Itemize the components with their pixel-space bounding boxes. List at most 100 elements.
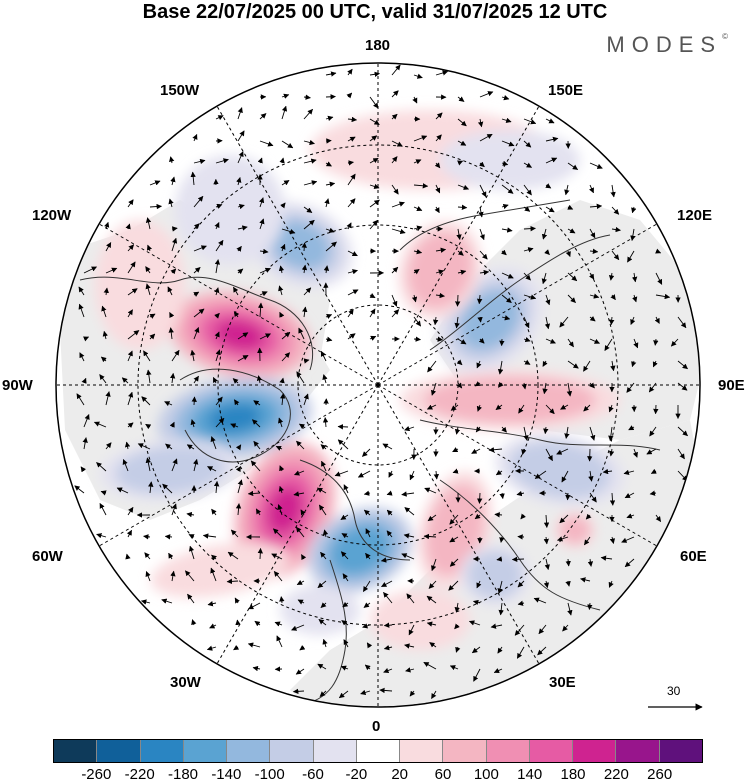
- wind-vector-arrow: [391, 64, 401, 76]
- wind-vector-arrow: [105, 242, 112, 252]
- wind-vector-arrow: [562, 624, 569, 632]
- legend-tick-label: 100: [473, 766, 499, 783]
- wind-vector-arrow: [281, 180, 290, 186]
- wind-vector-arrow: [632, 294, 638, 303]
- wind-vector-arrow: [362, 623, 371, 629]
- anomaly-contour: [267, 486, 303, 534]
- wind-vector-arrow: [104, 221, 110, 230]
- legend-tick-label: -140: [211, 766, 242, 783]
- wind-vector-arrow: [408, 624, 415, 636]
- wind-vector-arrow: [296, 579, 305, 586]
- wind-vector-arrow: [347, 269, 358, 275]
- wind-vector-arrow: [520, 513, 526, 520]
- wind-vector-arrow: [281, 331, 291, 340]
- wind-vector-arrow: [541, 228, 548, 240]
- wind-vector-arrow: [324, 198, 330, 208]
- wind-vectors: [74, 64, 688, 700]
- wind-vector-arrow: [215, 396, 223, 406]
- wind-vector-arrow: [514, 624, 525, 636]
- wind-vector-arrow: [457, 269, 467, 275]
- wind-vector-arrow: [340, 514, 349, 520]
- wind-vector-arrow: [369, 293, 376, 299]
- wind-vector-arrow: [383, 645, 393, 651]
- wind-vector-arrow: [567, 204, 574, 210]
- wind-vector-arrow: [207, 601, 217, 607]
- wind-vector-arrow: [471, 646, 481, 654]
- wind-vector-arrow: [127, 506, 134, 516]
- wind-vector-arrow: [454, 602, 460, 613]
- wind-vector-arrow: [80, 466, 87, 473]
- wind-vector-arrow: [255, 508, 262, 516]
- wind-vector-arrow: [347, 173, 356, 186]
- wind-vector-arrow: [413, 159, 422, 165]
- lon-label-90w: 90W: [2, 377, 33, 394]
- wind-vector-arrow: [206, 645, 217, 651]
- wind-vector-arrow: [127, 422, 134, 428]
- legend-tick-label: -60: [302, 766, 324, 783]
- wind-vector-arrow: [413, 336, 422, 342]
- wind-vector-arrow: [434, 162, 441, 169]
- lon-label-120w: 120W: [32, 207, 72, 224]
- wind-vector-arrow: [169, 421, 175, 428]
- wind-vector-arrow: [127, 261, 136, 274]
- wind-vector-arrow: [347, 289, 359, 296]
- anomaly-contour: [424, 376, 596, 424]
- wind-vector-arrow: [170, 268, 177, 275]
- legend-tick-label: 60: [434, 766, 452, 783]
- wind-vector-arrow: [383, 591, 393, 604]
- wind-vector-arrow: [589, 338, 600, 344]
- wind-vector-arrow: [521, 448, 527, 455]
- wind-vector-arrow: [337, 439, 349, 450]
- wind-vector-arrow: [193, 327, 200, 340]
- wind-vector-arrow: [587, 558, 594, 567]
- wind-vector-arrow: [78, 303, 85, 318]
- wind-vector-arrow: [608, 426, 614, 442]
- wind-vector-arrow: [237, 268, 244, 275]
- wind-vector-arrow: [235, 444, 242, 451]
- wind-vector-arrow: [433, 470, 439, 480]
- wind-vector-arrow: [496, 556, 503, 562]
- wind-vector-arrow: [431, 690, 437, 700]
- wind-vector-arrow: [193, 158, 206, 165]
- wind-vector-arrow: [320, 350, 327, 362]
- wind-vector-arrow: [226, 578, 239, 585]
- anomaly-contour: [115, 446, 225, 494]
- wind-vector-arrow: [608, 404, 614, 413]
- wind-vector-arrow: [409, 470, 415, 481]
- wind-vector-arrow: [452, 447, 459, 453]
- wind-vector-arrow: [454, 316, 460, 329]
- wind-vector-arrow: [214, 259, 221, 274]
- wind-vector-arrow: [278, 485, 284, 494]
- wind-vector-arrow: [544, 558, 550, 571]
- wind-vector-arrow: [323, 265, 330, 274]
- wind-vector-arrow: [589, 315, 596, 322]
- wind-vector-arrow: [501, 117, 512, 123]
- wind-vector-arrow: [369, 118, 380, 125]
- wind-vector-arrow: [259, 113, 267, 120]
- wind-vector-arrow: [347, 116, 358, 123]
- anomaly-contour: [460, 290, 520, 350]
- wind-vector-arrow: [523, 118, 537, 125]
- wind-vector-arrow: [165, 443, 173, 450]
- wind-vector-arrow: [236, 177, 242, 186]
- wind-vector-arrow: [193, 223, 200, 230]
- wind-vector-arrow: [587, 602, 593, 611]
- legend-tick-label: 220: [603, 766, 629, 783]
- wind-vector-arrow: [655, 248, 662, 254]
- wind-vector-arrow: [303, 94, 311, 100]
- wind-vector-arrow: [369, 135, 378, 142]
- wind-vector-arrow: [192, 133, 198, 142]
- wind-vector-arrow: [500, 249, 507, 256]
- wind-vector-arrow: [479, 133, 493, 142]
- wind-vector-arrow: [76, 393, 85, 406]
- wind-vector-arrow: [589, 492, 597, 503]
- wind-vector-arrow: [383, 668, 393, 674]
- wind-vector-arrow: [193, 375, 199, 384]
- wind-vector-arrow: [365, 528, 371, 538]
- wind-vector-arrow: [567, 272, 578, 282]
- wind-vector-arrow: [589, 426, 596, 441]
- wind-vector-arrow: [405, 667, 415, 673]
- legend-tick-label: -260: [81, 766, 112, 783]
- wind-vector-arrow: [497, 580, 503, 594]
- wind-vector-arrow: [235, 503, 242, 516]
